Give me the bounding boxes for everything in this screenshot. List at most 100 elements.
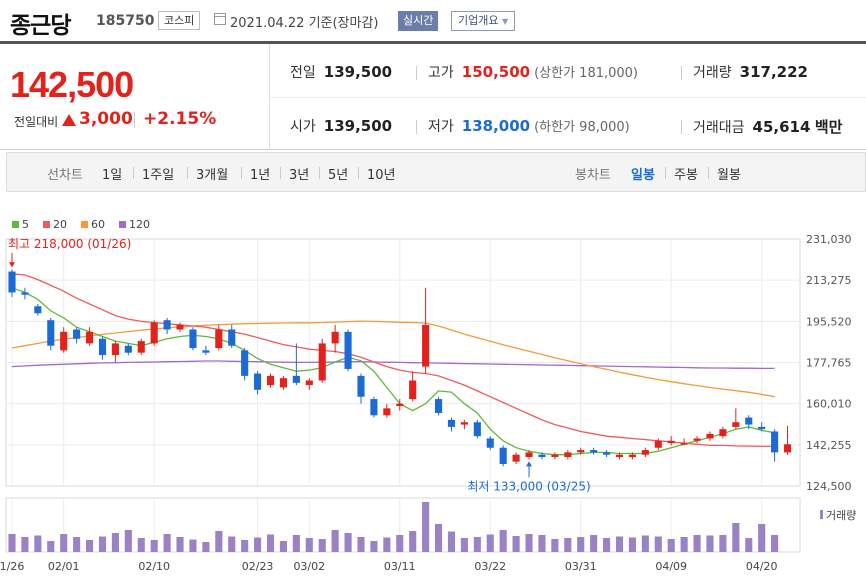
- volume-bar: [228, 536, 236, 552]
- candle-body: [215, 329, 223, 349]
- volume-bar: [409, 531, 417, 552]
- candle-body: [732, 422, 740, 427]
- candle-body: [163, 320, 171, 330]
- y-tick-label: 142,255: [806, 439, 852, 452]
- candle-body: [266, 375, 275, 386]
- volume-bar: [771, 535, 779, 552]
- tab-monthly[interactable]: 월봉: [717, 168, 741, 183]
- volume-legend-label: 거래량: [826, 509, 856, 522]
- volume-bar: [215, 531, 223, 552]
- volume-bar: [47, 541, 55, 552]
- stat-label: 거래대금: [693, 120, 745, 136]
- candle-body: [73, 329, 81, 339]
- volume-bar: [60, 534, 68, 552]
- candlestick-chart: 231,030 213,275 195,520 177,765 160,010 142,2…: [0, 218, 856, 573]
- candle-body: [434, 399, 443, 413]
- volume-bar: [150, 540, 158, 552]
- candle-body: [512, 454, 520, 462]
- candle-body: [254, 373, 262, 390]
- stock-name: 종근당: [10, 13, 71, 39]
- candle-body: [447, 419, 456, 427]
- volume-bar: [499, 530, 507, 552]
- candle-body: [344, 331, 352, 369]
- divider: [319, 167, 320, 179]
- ma-line-ma60: [11, 320, 775, 398]
- candle-body: [202, 350, 210, 353]
- x-tick-label: 1/26: [0, 560, 24, 573]
- tab-3month[interactable]: 3개월: [196, 168, 229, 183]
- volume-bar: [538, 535, 546, 552]
- candle-body: [228, 329, 236, 346]
- volume-bar: [732, 523, 740, 552]
- tab-5year[interactable]: 5년: [328, 168, 349, 183]
- candle-body: [21, 292, 29, 295]
- amount-unit: 백만: [814, 118, 843, 136]
- volume-bar: [706, 535, 714, 552]
- volume-bar: [486, 534, 494, 552]
- volume-bar: [8, 534, 16, 552]
- candle-body: [279, 378, 287, 388]
- price-panel: 142,500 전일대비 3,000 +2.15% 전일 139,500 고가 15…: [0, 44, 866, 150]
- realtime-button[interactable]: 실시간: [398, 11, 439, 31]
- candle-body: [473, 422, 481, 437]
- candle-body: [150, 322, 158, 344]
- candle-body: [111, 343, 119, 355]
- stat-value: 139,500: [323, 63, 393, 81]
- legend-swatch: [12, 221, 19, 228]
- stat-value: 45,614: [752, 118, 811, 136]
- x-tick-label: 03/02: [293, 560, 325, 573]
- x-tick-label: 04/09: [655, 560, 687, 573]
- divider: [269, 44, 270, 150]
- volume-bar: [603, 538, 611, 552]
- stock-header: 종근당 185750 코스피 2021.04.22 기준(장마감) 실시간 기업…: [0, 0, 866, 44]
- candle-body: [641, 450, 649, 455]
- candle-body: [758, 426, 766, 430]
- candle-body: [719, 429, 727, 437]
- volume-bar: [189, 539, 197, 552]
- stat-low: 저가 138,000 (하한가 98,000): [428, 116, 630, 136]
- legend-swatch: [119, 221, 126, 228]
- candle-body: [667, 440, 675, 444]
- tab-1week[interactable]: 1주일: [142, 168, 175, 183]
- tab-10year[interactable]: 10년: [367, 168, 396, 183]
- ma-line-ma20: [11, 273, 775, 448]
- legend-swatch: [43, 221, 50, 228]
- stat-label: 시가: [290, 119, 316, 135]
- volume-bar: [758, 524, 766, 552]
- tab-1year[interactable]: 1년: [250, 168, 271, 183]
- volume-bar: [241, 540, 249, 552]
- stat-value: 138,000: [461, 117, 531, 135]
- candle-body: [241, 350, 249, 376]
- candle-body: [396, 403, 404, 407]
- tab-3year[interactable]: 3년: [289, 168, 310, 183]
- legend-label: 60: [91, 218, 105, 231]
- x-tick-label: 03/11: [384, 560, 416, 573]
- volume-bar: [21, 537, 29, 552]
- tab-weekly[interactable]: 주봉: [674, 168, 698, 183]
- volume-bar: [383, 537, 391, 552]
- up-triangle-icon: [62, 114, 76, 126]
- volume-bar: [447, 531, 456, 552]
- volume-bar: [331, 530, 339, 552]
- legend-label: 120: [129, 218, 150, 231]
- company-overview-dropdown[interactable]: 기업개요 ▼: [451, 11, 516, 31]
- tab-daily[interactable]: 일봉: [631, 168, 655, 183]
- stat-label: 고가: [428, 65, 454, 81]
- min-annotation: 최저 133,000 (03/25): [467, 479, 590, 493]
- volume-bar: [357, 537, 365, 552]
- candle-body: [176, 324, 184, 330]
- candle-body: [8, 271, 16, 293]
- candle-body: [292, 375, 300, 383]
- tab-1day[interactable]: 1일: [102, 168, 123, 183]
- x-tick-label: 02/23: [242, 560, 274, 573]
- stock-code: 185750: [96, 13, 155, 29]
- candle-body: [783, 444, 792, 453]
- volume-bar: [590, 535, 598, 552]
- volume-bar: [370, 541, 378, 552]
- candle-body: [409, 380, 417, 400]
- divider: [681, 66, 682, 80]
- volume-bar: [473, 537, 481, 552]
- volume-bar: [266, 534, 275, 552]
- legend-label: 20: [53, 218, 67, 231]
- divider: [241, 167, 242, 179]
